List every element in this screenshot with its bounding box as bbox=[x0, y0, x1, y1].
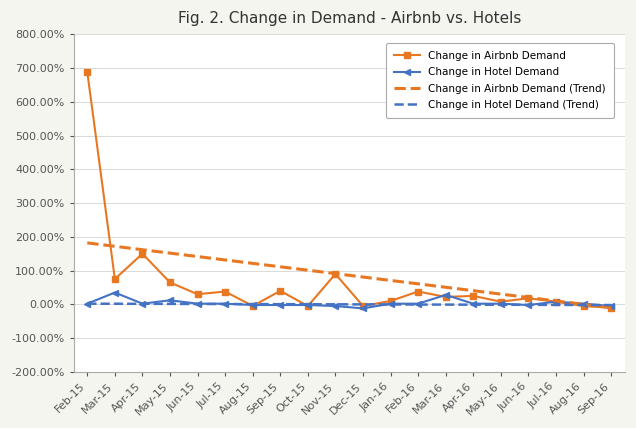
Change in Hotel Demand (Trend) bbox=[387, 302, 394, 307]
Change in Hotel Demand bbox=[83, 301, 91, 306]
Change in Hotel Demand bbox=[497, 301, 504, 306]
Change in Airbnb Demand (Trend) bbox=[414, 281, 422, 286]
Change in Airbnb Demand bbox=[552, 299, 560, 304]
Change in Airbnb Demand bbox=[194, 291, 202, 297]
Change in Hotel Demand bbox=[580, 301, 588, 306]
Change in Airbnb Demand bbox=[414, 289, 422, 294]
Change in Hotel Demand bbox=[221, 301, 229, 306]
Change in Airbnb Demand (Trend) bbox=[525, 295, 532, 300]
Change in Hotel Demand bbox=[166, 298, 174, 303]
Line: Change in Hotel Demand (Trend): Change in Hotel Demand (Trend) bbox=[87, 304, 611, 305]
Change in Airbnb Demand bbox=[387, 298, 394, 303]
Change in Airbnb Demand (Trend) bbox=[221, 257, 229, 262]
Change in Hotel Demand bbox=[111, 290, 119, 295]
Change in Hotel Demand (Trend) bbox=[525, 302, 532, 307]
Change in Airbnb Demand bbox=[331, 271, 339, 276]
Change in Airbnb Demand (Trend) bbox=[442, 285, 450, 290]
Title: Fig. 2. Change in Demand - Airbnb vs. Hotels: Fig. 2. Change in Demand - Airbnb vs. Ho… bbox=[177, 11, 521, 26]
Legend: Change in Airbnb Demand, Change in Hotel Demand, Change in Airbnb Demand (Trend): Change in Airbnb Demand, Change in Hotel… bbox=[385, 43, 614, 118]
Change in Airbnb Demand (Trend) bbox=[387, 278, 394, 283]
Change in Hotel Demand bbox=[331, 303, 339, 309]
Change in Hotel Demand (Trend) bbox=[469, 302, 477, 307]
Change in Hotel Demand bbox=[277, 303, 284, 308]
Change in Airbnb Demand bbox=[277, 288, 284, 294]
Change in Airbnb Demand (Trend) bbox=[83, 241, 91, 246]
Change in Hotel Demand bbox=[414, 301, 422, 306]
Change in Airbnb Demand (Trend) bbox=[111, 244, 119, 249]
Change in Hotel Demand (Trend) bbox=[442, 302, 450, 307]
Change in Airbnb Demand bbox=[359, 303, 367, 309]
Change in Hotel Demand bbox=[552, 299, 560, 304]
Change in Airbnb Demand (Trend) bbox=[249, 261, 256, 266]
Change in Airbnb Demand (Trend) bbox=[497, 291, 504, 297]
Change in Hotel Demand (Trend) bbox=[331, 302, 339, 307]
Change in Airbnb Demand bbox=[442, 294, 450, 300]
Change in Hotel Demand bbox=[442, 292, 450, 297]
Change in Hotel Demand (Trend) bbox=[304, 302, 312, 307]
Change in Airbnb Demand (Trend) bbox=[139, 247, 146, 252]
Change in Hotel Demand (Trend) bbox=[221, 301, 229, 306]
Change in Airbnb Demand bbox=[139, 251, 146, 256]
Change in Airbnb Demand (Trend) bbox=[469, 288, 477, 293]
Change in Airbnb Demand bbox=[580, 303, 588, 309]
Change in Hotel Demand bbox=[249, 303, 256, 308]
Change in Airbnb Demand bbox=[607, 305, 615, 310]
Change in Airbnb Demand bbox=[166, 280, 174, 285]
Change in Hotel Demand bbox=[359, 306, 367, 311]
Change in Hotel Demand (Trend) bbox=[111, 301, 119, 306]
Change in Hotel Demand (Trend) bbox=[277, 302, 284, 307]
Change in Airbnb Demand bbox=[111, 276, 119, 282]
Change in Airbnb Demand (Trend) bbox=[580, 302, 588, 307]
Change in Hotel Demand bbox=[607, 303, 615, 309]
Change in Airbnb Demand bbox=[83, 69, 91, 74]
Change in Hotel Demand (Trend) bbox=[580, 303, 588, 308]
Change in Hotel Demand bbox=[139, 301, 146, 306]
Change in Hotel Demand bbox=[387, 301, 394, 306]
Change in Hotel Demand (Trend) bbox=[497, 302, 504, 307]
Change in Airbnb Demand (Trend) bbox=[277, 264, 284, 269]
Change in Airbnb Demand (Trend) bbox=[359, 274, 367, 279]
Change in Airbnb Demand (Trend) bbox=[607, 305, 615, 310]
Change in Hotel Demand (Trend) bbox=[166, 301, 174, 306]
Change in Airbnb Demand bbox=[304, 303, 312, 309]
Change in Hotel Demand (Trend) bbox=[83, 301, 91, 306]
Change in Hotel Demand bbox=[525, 303, 532, 308]
Change in Airbnb Demand (Trend) bbox=[166, 250, 174, 256]
Change in Airbnb Demand (Trend) bbox=[331, 271, 339, 276]
Change in Airbnb Demand (Trend) bbox=[194, 254, 202, 259]
Change in Hotel Demand bbox=[194, 301, 202, 306]
Change in Airbnb Demand bbox=[497, 299, 504, 304]
Change in Airbnb Demand bbox=[249, 303, 256, 309]
Change in Airbnb Demand bbox=[221, 289, 229, 294]
Change in Hotel Demand (Trend) bbox=[194, 301, 202, 306]
Change in Hotel Demand (Trend) bbox=[607, 303, 615, 308]
Change in Airbnb Demand bbox=[469, 293, 477, 298]
Change in Hotel Demand (Trend) bbox=[139, 301, 146, 306]
Change in Hotel Demand (Trend) bbox=[414, 302, 422, 307]
Change in Airbnb Demand (Trend) bbox=[304, 268, 312, 273]
Change in Hotel Demand (Trend) bbox=[359, 302, 367, 307]
Line: Change in Hotel Demand: Change in Hotel Demand bbox=[85, 290, 614, 311]
Line: Change in Airbnb Demand (Trend): Change in Airbnb Demand (Trend) bbox=[87, 243, 611, 308]
Change in Hotel Demand bbox=[469, 301, 477, 306]
Change in Airbnb Demand bbox=[525, 296, 532, 301]
Change in Hotel Demand (Trend) bbox=[249, 302, 256, 307]
Change in Hotel Demand bbox=[304, 303, 312, 308]
Change in Hotel Demand (Trend) bbox=[552, 302, 560, 307]
Line: Change in Airbnb Demand: Change in Airbnb Demand bbox=[85, 69, 614, 310]
Change in Airbnb Demand (Trend) bbox=[552, 298, 560, 303]
